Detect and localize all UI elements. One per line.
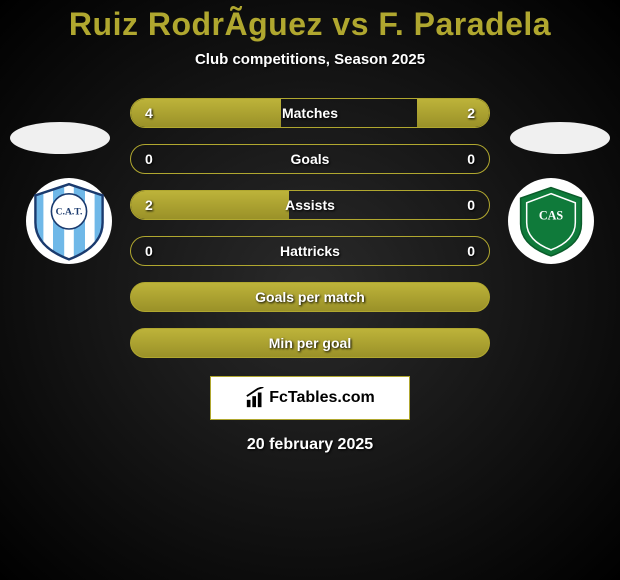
chart-icon <box>245 387 267 409</box>
value-right: 2 <box>467 105 475 121</box>
value-left: 0 <box>145 151 153 167</box>
page-title: Ruiz RodrÃ­guez vs F. Paradela <box>0 0 620 43</box>
stat-row-hattricks: 0 Hattricks 0 <box>130 236 490 266</box>
summary-row-gpm: Goals per match <box>130 282 490 312</box>
stat-label: Matches <box>282 105 338 121</box>
stat-label: Hattricks <box>280 243 340 259</box>
bar-left <box>131 99 281 127</box>
stat-label: Assists <box>285 197 335 213</box>
footer-brand-text: FcTables.com <box>269 389 375 407</box>
summary-label: Min per goal <box>269 335 351 351</box>
footer-brand-box[interactable]: FcTables.com <box>210 376 410 420</box>
value-right: 0 <box>467 197 475 213</box>
stat-row-goals: 0 Goals 0 <box>130 144 490 174</box>
date: 20 february 2025 <box>0 436 620 454</box>
bar-right <box>417 99 489 127</box>
subtitle: Club competitions, Season 2025 <box>0 51 620 68</box>
stat-row-assists: 2 Assists 0 <box>130 190 490 220</box>
value-left: 2 <box>145 197 153 213</box>
stat-label: Goals <box>291 151 330 167</box>
value-right: 0 <box>467 243 475 259</box>
bar-left <box>131 191 289 219</box>
footer-brand: FcTables.com <box>245 387 375 409</box>
value-left: 0 <box>145 243 153 259</box>
value-right: 0 <box>467 151 475 167</box>
stats-container: 4 Matches 2 0 Goals 0 2 Assists 0 0 Hatt… <box>0 98 620 358</box>
stats-rows: 4 Matches 2 0 Goals 0 2 Assists 0 0 Hatt… <box>130 98 490 358</box>
stat-row-matches: 4 Matches 2 <box>130 98 490 128</box>
summary-row-mpg: Min per goal <box>130 328 490 358</box>
value-left: 4 <box>145 105 153 121</box>
summary-label: Goals per match <box>255 289 365 305</box>
